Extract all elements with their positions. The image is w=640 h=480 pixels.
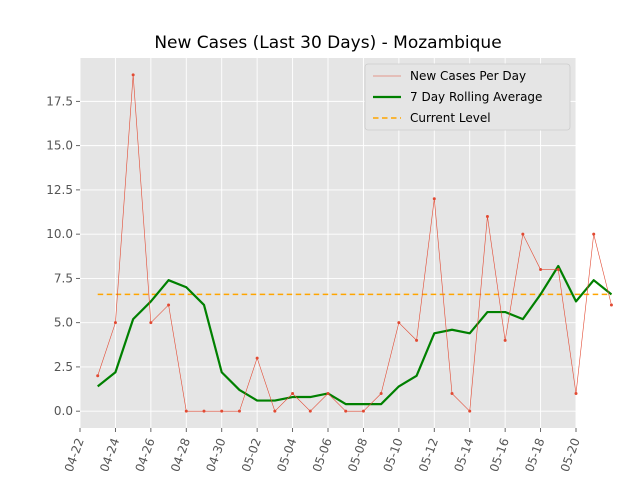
data-point (503, 338, 507, 342)
x-tick-label: 04-26 (133, 436, 158, 474)
data-point (574, 391, 578, 395)
x-tick-label: 05-02 (239, 436, 264, 474)
x-axis: 04-22 04-24 04-26 04-28 04-30 05-02 05-04 05-06… (62, 428, 583, 474)
data-point (468, 409, 472, 413)
data-point (167, 303, 171, 307)
y-tick-label: 7.5 (54, 271, 73, 285)
data-point (415, 338, 419, 342)
x-tick-label: 05-08 (345, 436, 370, 474)
series-line-7-day-rolling-average (97, 264, 613, 406)
data-point (131, 73, 135, 77)
data-point (255, 356, 259, 360)
data-point (202, 409, 206, 413)
data-point (220, 409, 224, 413)
x-tick-label: 05-16 (487, 436, 512, 474)
data-point (521, 232, 525, 236)
x-tick-label: 04-24 (97, 436, 122, 474)
data-point (432, 197, 436, 201)
y-tick-label: 10.0 (46, 227, 73, 241)
data-point (184, 409, 188, 413)
x-tick-label: 05-06 (310, 436, 335, 474)
x-tick-label: 05-10 (381, 436, 406, 474)
data-point (379, 391, 383, 395)
y-tick-label: 0.0 (54, 404, 73, 418)
data-point (149, 321, 153, 325)
data-point (326, 391, 330, 395)
legend: New Cases Per Day 7 Day Rolling Average Cu… (364, 63, 571, 131)
data-point (539, 268, 543, 272)
y-tick-label: 5.0 (54, 316, 73, 330)
data-point (450, 391, 454, 395)
x-tick-label: 05-18 (522, 436, 547, 474)
data-point (556, 268, 560, 272)
legend-label: 7 Day Rolling Average (410, 90, 542, 104)
y-axis: 0.0 2.5 5.0 7.5 10.0 12.5 15.0 17.5 (46, 94, 80, 418)
data-point (609, 303, 613, 307)
data-point (237, 409, 241, 413)
data-point (397, 321, 401, 325)
series-layer (96, 73, 613, 413)
data-point (344, 409, 348, 413)
x-tick-label: 05-20 (558, 436, 583, 474)
data-point (308, 409, 312, 413)
data-point (485, 214, 489, 218)
data-point (361, 409, 365, 413)
legend-label: Current Level (410, 111, 491, 125)
data-point (273, 409, 277, 413)
x-tick-label: 05-12 (416, 436, 441, 474)
x-tick-label: 05-14 (451, 436, 476, 474)
legend-label: New Cases Per Day (410, 69, 526, 83)
y-tick-label: 12.5 (46, 183, 73, 197)
y-tick-label: 15.0 (46, 139, 73, 153)
x-tick-label: 05-04 (274, 436, 299, 474)
y-tick-label: 17.5 (46, 94, 73, 108)
series-line-new-cases-per-day (97, 74, 612, 412)
data-point (592, 232, 596, 236)
data-point (291, 391, 295, 395)
chart-title: New Cases (Last 30 Days) - Mozambique (154, 33, 501, 53)
x-tick-label: 04-22 (62, 436, 87, 474)
x-tick-label: 04-30 (203, 436, 228, 474)
legend-box (364, 63, 571, 131)
y-tick-label: 2.5 (54, 360, 73, 374)
data-point (113, 321, 117, 325)
x-tick-label: 04-28 (168, 436, 193, 474)
data-point (96, 374, 100, 378)
grid (79, 58, 577, 428)
